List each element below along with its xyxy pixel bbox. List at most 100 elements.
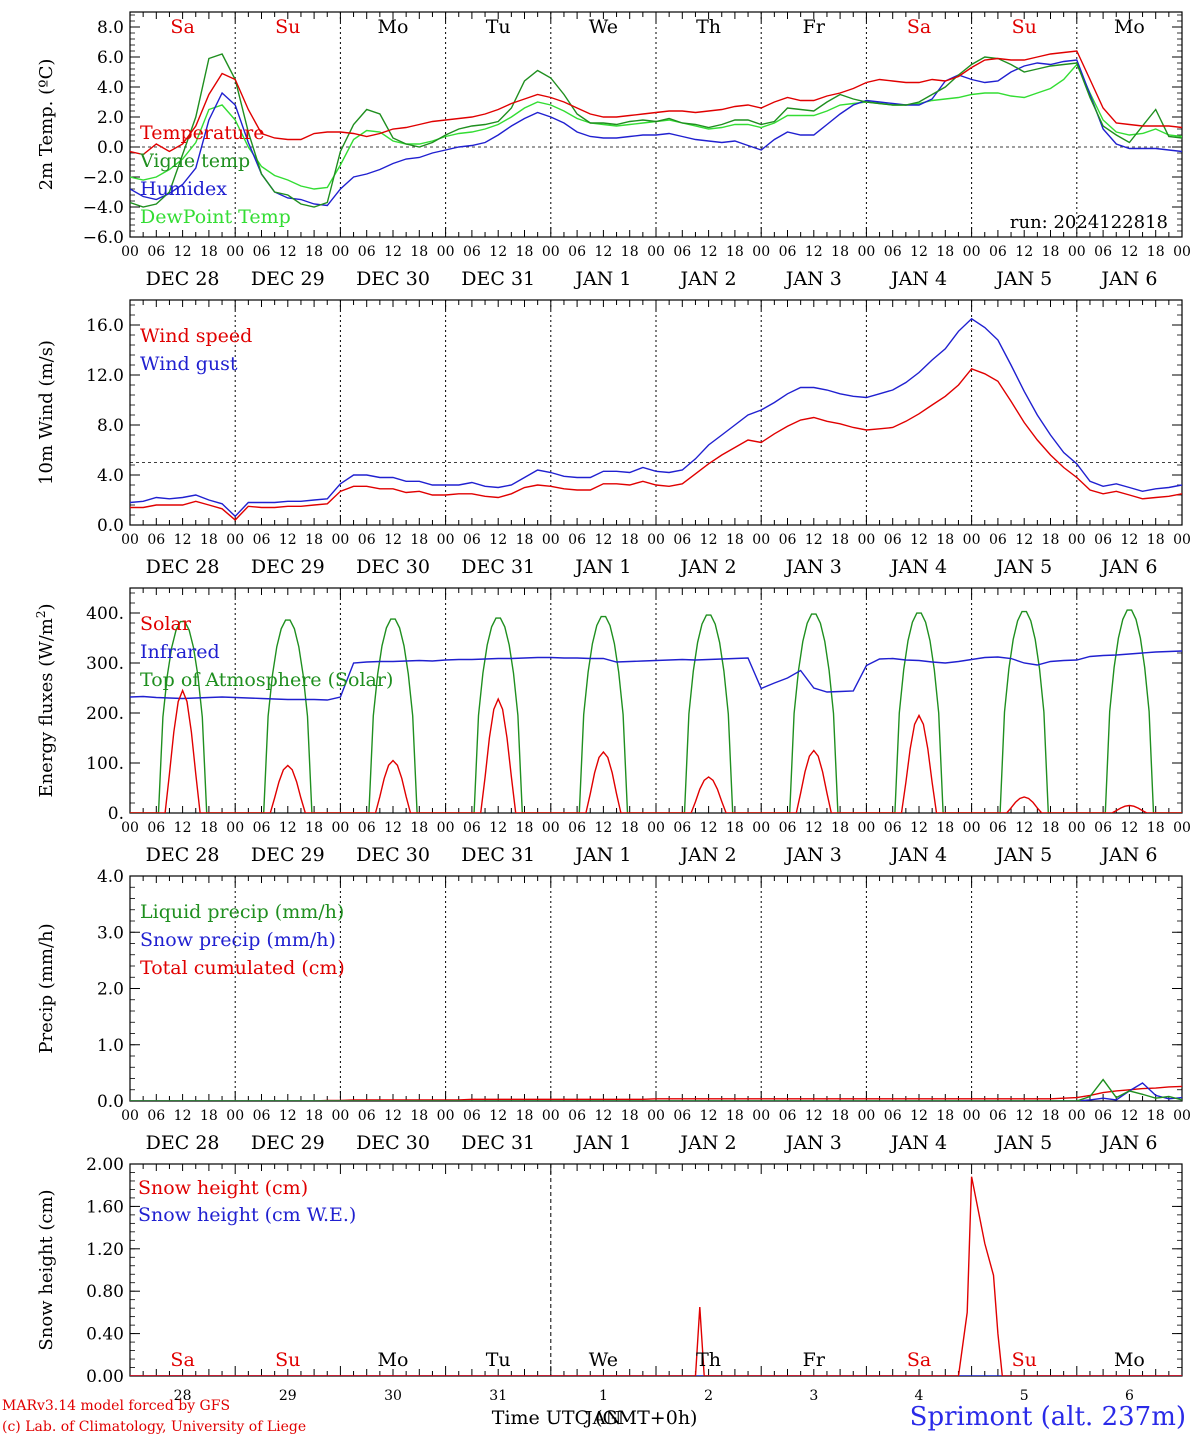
hour-label: 06 [989,244,1007,260]
date-label: DEC 31 [461,1132,535,1154]
series-group [130,1078,1182,1101]
run-annotation: run: 2024122818 [1010,212,1168,233]
hour-label: 18 [726,1108,744,1124]
legend-wind-speed: Wind speed [140,325,252,347]
hour-label: 18 [726,244,744,260]
hour-label: 06 [463,1108,481,1124]
hour-label: 00 [226,1108,244,1124]
hour-label: 06 [673,244,691,260]
date-label: JAN 3 [784,1132,842,1154]
hour-label: 06 [779,820,797,836]
series-group [130,1176,1182,1376]
hour-label: 12 [174,1108,192,1124]
hour-label: 12 [700,244,718,260]
hour-label: 00 [542,1108,560,1124]
y-tick-label: 1.60 [86,1197,124,1217]
hour-label: 12 [805,244,823,260]
hour-label: 18 [621,1108,639,1124]
hour-label: 00 [857,532,875,548]
hour-label: 18 [516,532,534,548]
series-line-wind-gust [130,317,1182,518]
hour-label: 18 [1147,1108,1165,1124]
hour-label: 12 [489,820,507,836]
hour-label: 06 [884,244,902,260]
hour-label: 12 [1120,820,1138,836]
hour-label: 18 [621,820,639,836]
hour-label: 00 [1068,532,1086,548]
hour-label: 12 [1120,244,1138,260]
series-line-top-of-atmosphere-solar [130,609,1182,813]
hour-label: 12 [174,244,192,260]
panel-10m-wind-m-s: 16.0 12.0 8.0 4.0 0.0 10m Wind (m/s) Wind spee… [36,299,1191,578]
hour-label: 00 [331,820,349,836]
hour-label: 06 [1094,820,1112,836]
hour-label: 18 [1147,532,1165,548]
hour-label: 18 [305,820,323,836]
hour-label: 18 [410,532,428,548]
series-line-infrared [130,650,1182,701]
y-tick-label: 200. [86,704,124,724]
hour-label: 18 [831,820,849,836]
hour-label: 00 [121,820,139,836]
month-label: JAN [583,1408,621,1429]
hour-label: 06 [463,244,481,260]
lab-credit: (c) Lab. of Climatology, University of L… [2,1419,307,1435]
hour-label: 06 [147,532,165,548]
y-tick-label: 6.0 [97,48,124,68]
hour-label: 00 [331,532,349,548]
date-label: JAN 2 [679,1132,737,1154]
hour-label: 18 [305,1108,323,1124]
legend-snow-precip-mm-h: Snow precip (mm/h) [140,929,336,951]
date-label: JAN 6 [1099,1132,1157,1154]
hour-label: 00 [752,820,770,836]
hour-label: 18 [1042,820,1060,836]
hour-label: 12 [1120,1108,1138,1124]
day-number-label: 30 [384,1388,402,1404]
hour-label: 18 [831,244,849,260]
date-label: JAN 4 [889,268,947,290]
day-name-label: Tu [486,1349,511,1371]
panel-snow-height-cm: 2.00 1.60 1.20 0.80 0.40 0.00 Snow height (cm)… [36,1155,1183,1429]
hour-label: 00 [1068,820,1086,836]
legend-humidex: Humidex [140,178,227,200]
panel-energy-fluxes-w-m2: 400. 300. 200. 100. 0. Energy fluxes (W/m2) So… [34,587,1191,866]
y-axis-label: Snow height (cm) [36,1189,57,1350]
day-name-label: We [589,1349,618,1371]
station-name: Sprimont (alt. 237m) [909,1402,1186,1432]
date-label: DEC 28 [146,556,220,578]
legend-wind-gust: Wind gust [140,353,238,375]
hour-label: 00 [226,244,244,260]
y-tick-label: 2.00 [86,1155,124,1175]
hour-label: 12 [1015,1108,1033,1124]
y-tick-label: 2.0 [97,980,124,1000]
legend-top-of-atmosphere-solar: Top of Atmosphere (Solar) [140,669,393,691]
hour-label: 00 [963,532,981,548]
hour-label: 00 [437,244,455,260]
date-label: JAN 5 [994,1132,1052,1154]
hour-label: 18 [831,1108,849,1124]
hour-label: 18 [410,820,428,836]
day-name-label: Su [1012,1349,1037,1371]
hour-label: 18 [1042,1108,1060,1124]
day-number-label: 4 [915,1388,924,1404]
series-line-total-cumulated-cm [130,1085,1182,1101]
y-tick-label: −6.0 [83,228,124,248]
hour-label: 12 [910,1108,928,1124]
hour-label: 06 [1094,244,1112,260]
day-name-label: Sa [907,16,931,38]
series-line-snow-precip-mm-h [130,1082,1182,1101]
hour-label: 12 [279,1108,297,1124]
legend-solar: Solar [140,613,192,635]
hour-label: 06 [253,820,271,836]
date-label: JAN 5 [994,556,1052,578]
series-line-vigne-temp [130,53,1182,208]
y-tick-label: 1.20 [86,1240,124,1260]
hour-label: 12 [174,820,192,836]
hour-label: 00 [963,244,981,260]
y-tick-label: −2.0 [83,168,124,188]
hour-label: 18 [726,820,744,836]
hour-label: 18 [200,532,218,548]
series-group [130,50,1182,208]
hour-label: 06 [463,532,481,548]
